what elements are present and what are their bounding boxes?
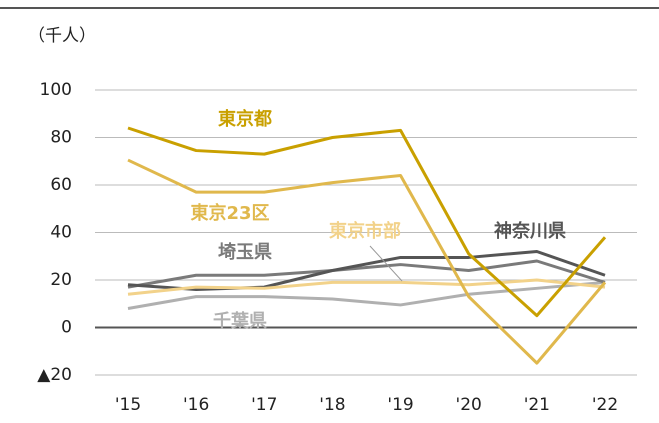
y-tick-label: 100 [40,80,72,100]
series-label: 東京市部 [329,220,401,242]
y-tick-label: ▲20 [37,365,72,385]
x-tick-label: '18 [319,395,345,415]
series-label: 千葉県 [213,311,267,332]
leader-line [369,245,403,282]
y-tick-label: 40 [50,223,72,243]
x-tick-label: '22 [592,395,618,415]
x-tick-label: '15 [115,395,141,415]
series-line [127,158,607,365]
series-line [127,278,606,296]
y-tick-label: 0 [61,318,72,338]
unit-label: （千人） [28,26,96,46]
series-label: 東京都 [218,108,272,130]
series-line [127,250,606,291]
y-tick-label: 80 [50,128,72,148]
series-label: 神奈川県 [494,220,566,242]
series-label: 東京23区 [190,202,269,224]
x-tick-label: '21 [524,395,550,415]
x-tick-label: '17 [251,395,277,415]
y-tick-label: 20 [50,270,72,290]
y-tick-label: 60 [50,175,72,195]
series-line [127,280,606,310]
x-tick-label: '16 [183,395,209,415]
series-line [127,126,607,318]
x-tick-label: '20 [456,395,482,415]
series-line [127,259,606,289]
series-label: 埼玉県 [218,241,272,263]
x-tick-label: '19 [387,395,413,415]
